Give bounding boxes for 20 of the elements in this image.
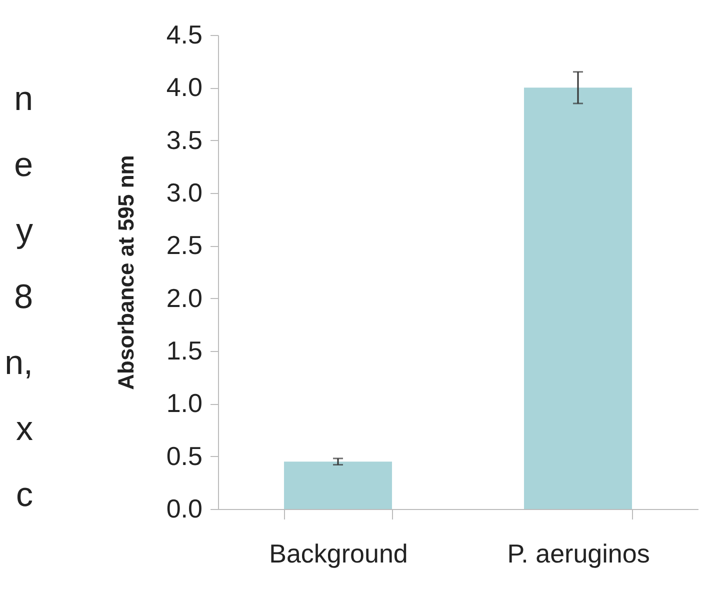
y-tick-label: 1.0 bbox=[166, 388, 202, 418]
y-tick-label: 4.0 bbox=[166, 72, 202, 102]
y-tick-label: 4.5 bbox=[166, 20, 202, 50]
y-axis-title: Absorbance at 595 nm bbox=[113, 155, 138, 390]
y-tick-label: 2.5 bbox=[166, 230, 202, 260]
text: 8 bbox=[14, 278, 33, 316]
y-tick-label: 3.0 bbox=[166, 178, 202, 208]
text: n bbox=[14, 80, 33, 118]
y-tick-label: 0.5 bbox=[166, 440, 202, 471]
y-tick-label: 3.5 bbox=[166, 124, 202, 155]
text: c bbox=[16, 476, 33, 514]
y-tick-label: 2.0 bbox=[166, 282, 202, 313]
text: n, bbox=[4, 344, 33, 382]
text: e bbox=[14, 146, 33, 184]
x-tick-label: Background bbox=[269, 538, 408, 568]
text: y bbox=[16, 212, 33, 250]
y-tick-label: 1.5 bbox=[166, 336, 202, 366]
x-tick-label: P. aeruginos bbox=[507, 538, 650, 568]
text: x bbox=[16, 410, 33, 448]
y-tick-label: 0.0 bbox=[166, 494, 202, 524]
